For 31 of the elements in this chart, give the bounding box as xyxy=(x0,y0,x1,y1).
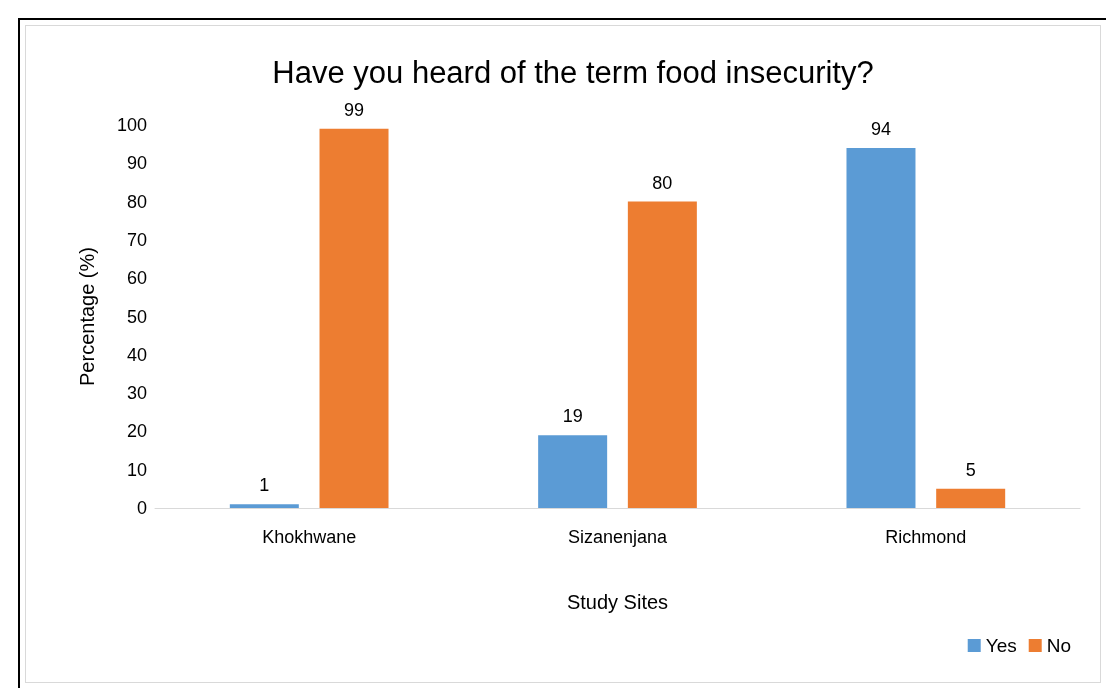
y-axis-title: Percentage (%) xyxy=(76,247,98,386)
y-tick-label: 50 xyxy=(126,306,147,327)
y-tick-label: 20 xyxy=(126,421,147,442)
y-tick-label: 10 xyxy=(126,459,147,480)
bar xyxy=(319,128,389,508)
y-tick-label: 80 xyxy=(126,191,147,212)
data-label: 94 xyxy=(870,118,891,139)
data-label: 1 xyxy=(259,475,270,496)
legend-label: No xyxy=(1046,635,1072,656)
chart-title: Have you heard of the term food insecurity? xyxy=(272,55,874,90)
x-tick-label: Khokhwane xyxy=(262,527,357,547)
bar xyxy=(936,488,1006,508)
x-tick-label: Sizanenjana xyxy=(567,527,669,547)
bar xyxy=(538,435,608,508)
bar xyxy=(846,147,916,508)
bar xyxy=(229,504,299,508)
y-tick-label: 60 xyxy=(126,268,147,289)
data-label: 99 xyxy=(344,99,365,120)
y-tick-label: 30 xyxy=(126,383,147,404)
y-tick-label: 90 xyxy=(126,153,147,174)
x-axis-title: Study Sites xyxy=(566,591,669,613)
legend-label: Yes xyxy=(985,635,1017,656)
y-tick-label: 100 xyxy=(116,115,147,135)
x-tick-label: Richmond xyxy=(885,527,967,547)
data-label: 80 xyxy=(652,172,673,193)
data-label: 5 xyxy=(965,459,976,480)
y-tick-label: 0 xyxy=(136,498,147,518)
bar xyxy=(627,201,697,508)
y-tick-label: 70 xyxy=(126,229,147,250)
y-tick-label: 40 xyxy=(126,344,147,365)
data-label: 19 xyxy=(562,406,583,427)
